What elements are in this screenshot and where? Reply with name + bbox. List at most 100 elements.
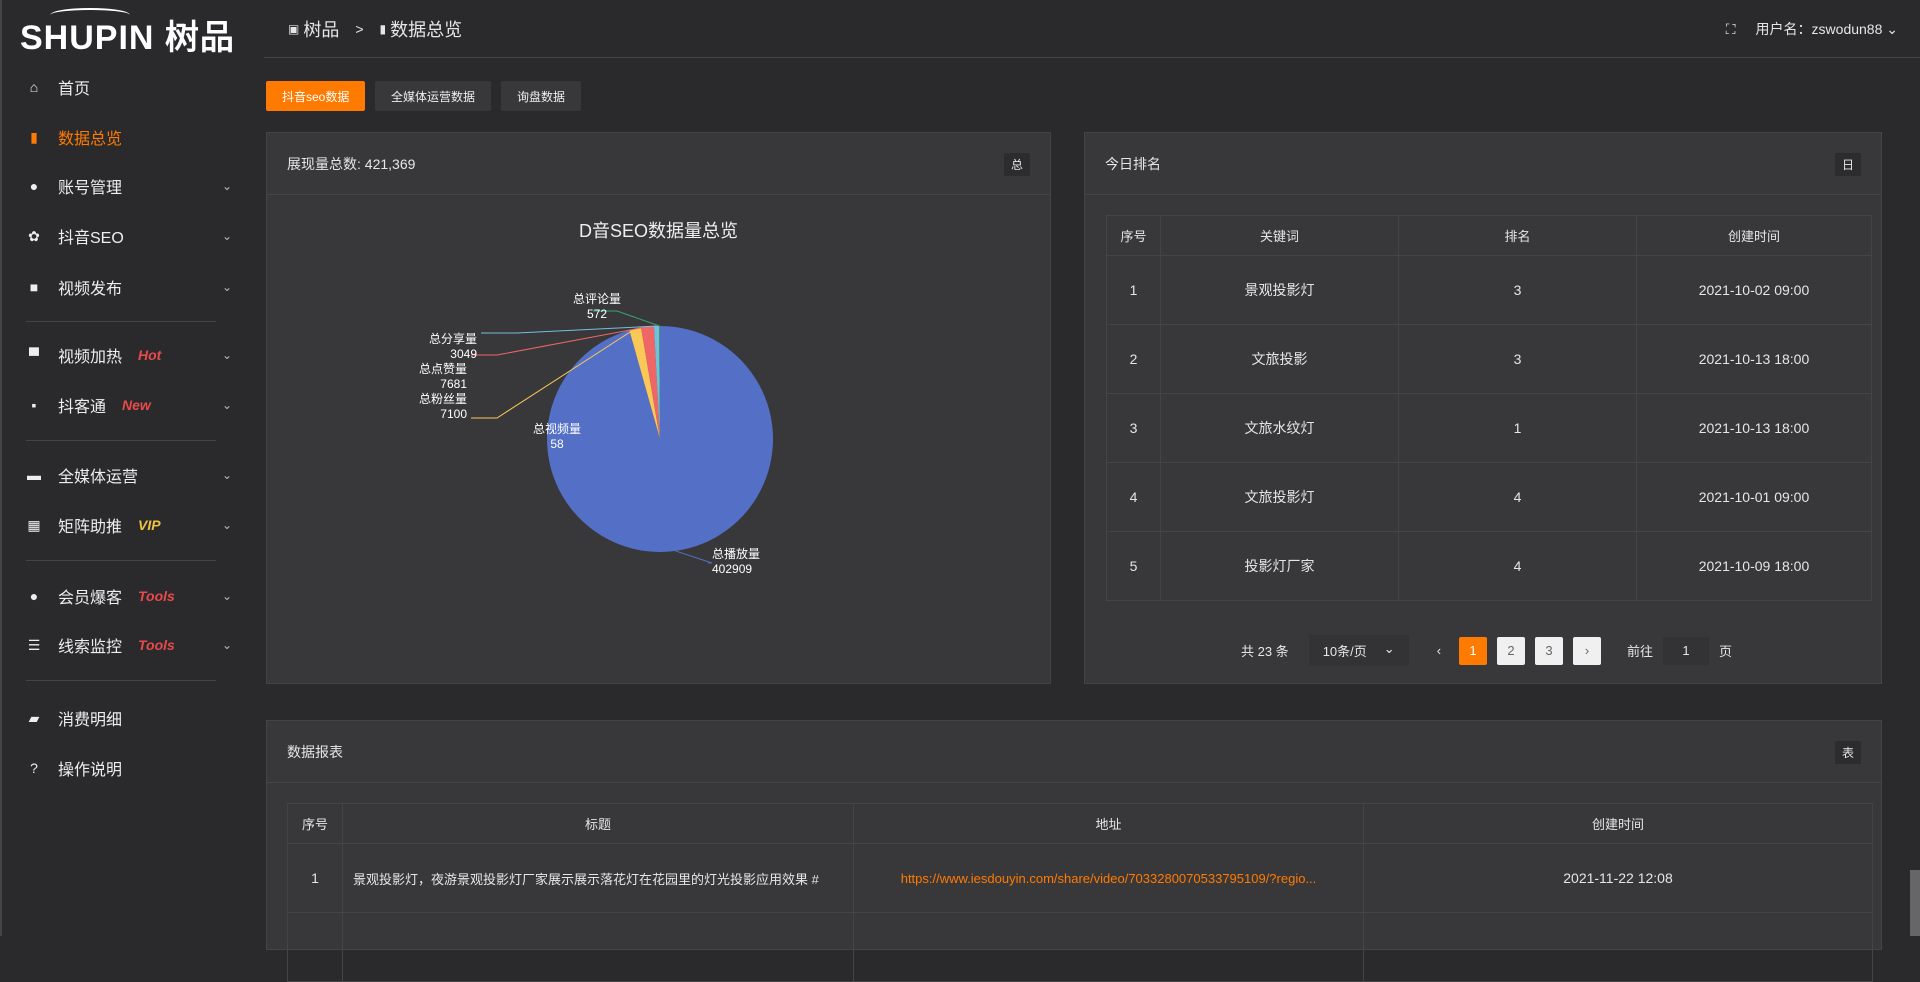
logo[interactable]: SHUPIN 树品 <box>20 8 235 59</box>
breadcrumb-home[interactable]: 树品 <box>303 19 340 40</box>
chevron-down-icon: ⌄ <box>221 518 232 532</box>
user-icon: ● <box>29 178 39 194</box>
table-cell: 文旅水纹灯 <box>1160 393 1399 463</box>
sidebar-item-8[interactable]: ▦ 矩阵助推 VIP ⌄ <box>2 505 264 545</box>
table-cell: 投影灯厂家 <box>1160 531 1399 601</box>
user-icon: ● <box>29 588 39 604</box>
slice-label: 572 <box>587 307 607 321</box>
table-row: 1 景观投影灯 3 2021-10-02 09:00 <box>1106 255 1872 325</box>
prev-page-icon[interactable]: ‹ <box>1436 643 1442 658</box>
logo-text: SHUPIN 树品 <box>20 19 235 57</box>
pie-slice[interactable] <box>629 330 660 439</box>
label-line <box>481 325 657 334</box>
scrollbar[interactable] <box>1910 870 1920 936</box>
next-page-button[interactable]: › <box>1573 636 1602 665</box>
table-cell: 3 <box>1106 393 1161 463</box>
table-cell: 3 <box>1398 255 1637 325</box>
sidebar-divider <box>26 560 216 561</box>
table-cell: 文旅投影 <box>1160 324 1399 394</box>
slice-label: 7681 <box>440 377 467 391</box>
page-2[interactable]: 2 <box>1497 636 1526 665</box>
monitor-icon: ▀ <box>29 347 39 363</box>
user-menu[interactable]: 用户名：zswodun88 ⌄ <box>1756 19 1898 39</box>
report-card-badge[interactable]: 表 <box>1834 741 1861 764</box>
label-line <box>471 328 636 419</box>
report-card-title: 数据报表 <box>287 743 343 760</box>
column-header: 序号 <box>1106 215 1161 256</box>
pie-card-badge[interactable]: 总 <box>1003 153 1030 176</box>
chevron-down-icon: ⌄ <box>221 398 232 412</box>
pie-slice[interactable] <box>641 326 660 439</box>
chevron-down-icon: ⌄ <box>221 348 232 362</box>
label-line <box>593 310 660 327</box>
sidebar-item-12[interactable]: ? 操作说明 <box>2 748 264 788</box>
pie-slice[interactable] <box>629 327 660 439</box>
sidebar-item-11[interactable]: ▰ 消费明细 <box>2 698 264 738</box>
pie-card: 展现量总数: 421,369 总 D音SEO数据量总览 总播放量 402909 总视频… <box>266 132 1051 789</box>
slice-label: 总视频量 <box>533 421 581 436</box>
goto-input[interactable]: 1 <box>1663 636 1710 665</box>
fullscreen-icon[interactable]: ⛶ <box>1725 20 1736 37</box>
column-header: 关键词 <box>1160 215 1399 256</box>
grid-icon: ▦ <box>27 516 41 533</box>
table-cell: 1 <box>287 843 343 913</box>
tab-all-media[interactable]: 全媒体运营数据 <box>375 81 492 111</box>
sidebar-item-1[interactable]: ▮ 数据总览 <box>2 117 264 157</box>
page-size-value: 10条/页 <box>1322 644 1367 659</box>
page-size-select[interactable]: 10条/页 ⌄ <box>1308 635 1409 666</box>
sidebar-item-label: 视频加热 <box>58 349 123 366</box>
sidebar-item-label: 操作说明 <box>58 762 123 779</box>
sidebar-divider <box>26 680 216 681</box>
table-row <box>287 912 1873 982</box>
page-3[interactable]: 3 <box>1535 636 1564 665</box>
tab-douyin-seo[interactable]: 抖音seo数据 <box>266 81 366 111</box>
sidebar-divider <box>26 440 216 441</box>
chart-title: D音SEO数据量总览 <box>578 221 738 241</box>
total-count: 共 23 条 <box>1241 644 1289 659</box>
sidebar-item-3[interactable]: ✿ 抖音SEO ⌄ <box>2 216 264 256</box>
label-line <box>471 326 648 356</box>
sidebar-item-7[interactable]: ▬ 全媒体运营 ⌄ <box>2 455 264 495</box>
goto-label: 前往 <box>1627 644 1654 659</box>
gear-icon: ✿ <box>28 227 40 244</box>
sidebar-item-10[interactable]: ☰ 线索监控 Tools ⌄ <box>2 625 264 665</box>
table-cell: 3 <box>1398 324 1637 394</box>
rank-card-badge[interactable]: 日 <box>1834 153 1861 176</box>
home-icon: ⌂ <box>29 79 39 95</box>
table-row: 4 文旅投影灯 4 2021-10-01 09:00 <box>1106 462 1872 532</box>
chevron-down-icon: ⌄ <box>221 280 232 294</box>
sidebar-item-tag: Hot <box>138 347 162 363</box>
slice-label: 402909 <box>712 562 752 576</box>
pie-slice[interactable] <box>653 326 660 439</box>
desktop-icon: ▬ <box>27 467 41 483</box>
sidebar-item-9[interactable]: ● 会员爆客 Tools ⌄ <box>2 576 264 616</box>
sidebar-item-label: 首页 <box>58 81 91 98</box>
table-cell: 文旅投影灯 <box>1160 462 1399 532</box>
table-cell: 2021-10-09 18:00 <box>1636 531 1872 601</box>
tab-inquiry[interactable]: 询盘数据 <box>501 81 582 111</box>
sidebar-item-tag: VIP <box>138 517 161 533</box>
sidebar-item-0[interactable]: ⌂ 首页 <box>2 67 264 107</box>
sidebar-item-label: 线索监控 <box>58 639 123 656</box>
report-card: 数据报表 表 序号 标题 地址 创建时间 1 景观投影灯，夜游景观投影灯厂家展示展示落花灯在… <box>266 720 1882 982</box>
table-cell[interactable]: https://www.iesdouyin.com/share/video/70… <box>853 843 1364 913</box>
sidebar-divider <box>26 321 216 322</box>
page-1[interactable]: 1 <box>1459 636 1488 665</box>
sidebar-item-6[interactable]: ▪ 抖客通 New ⌄ <box>2 385 264 425</box>
sidebar-item-2[interactable]: ● 账号管理 ⌄ <box>2 166 264 206</box>
table-row: 1 景观投影灯，夜游景观投影灯厂家展示展示落花灯在花园里的灯光投影应用效果 # ht… <box>287 843 1873 913</box>
sidebar-item-tag: New <box>122 397 151 413</box>
breadcrumb-current: 数据总览 <box>390 19 463 40</box>
bar-chart-icon: ▮ <box>30 128 38 145</box>
report-table: 序号 标题 地址 创建时间 1 景观投影灯，夜游景观投影灯厂家展示展示落花灯在花园里的灯光… <box>287 803 1873 982</box>
breadcrumb-separator: > <box>355 20 364 37</box>
column-header: 地址 <box>853 803 1364 844</box>
table-row: 3 文旅水纹灯 1 2021-10-13 18:00 <box>1106 393 1872 463</box>
slice-label: 总粉丝量 <box>419 392 467 406</box>
sidebar-item-4[interactable]: ■ 视频发布 ⌄ <box>2 267 264 307</box>
rank-card-title: 今日排名 <box>1105 155 1161 172</box>
table-cell: 4 <box>1398 531 1637 601</box>
sidebar-item-5[interactable]: ▀ 视频加热 Hot ⌄ <box>2 335 264 375</box>
slice-label: 58 <box>550 437 564 451</box>
